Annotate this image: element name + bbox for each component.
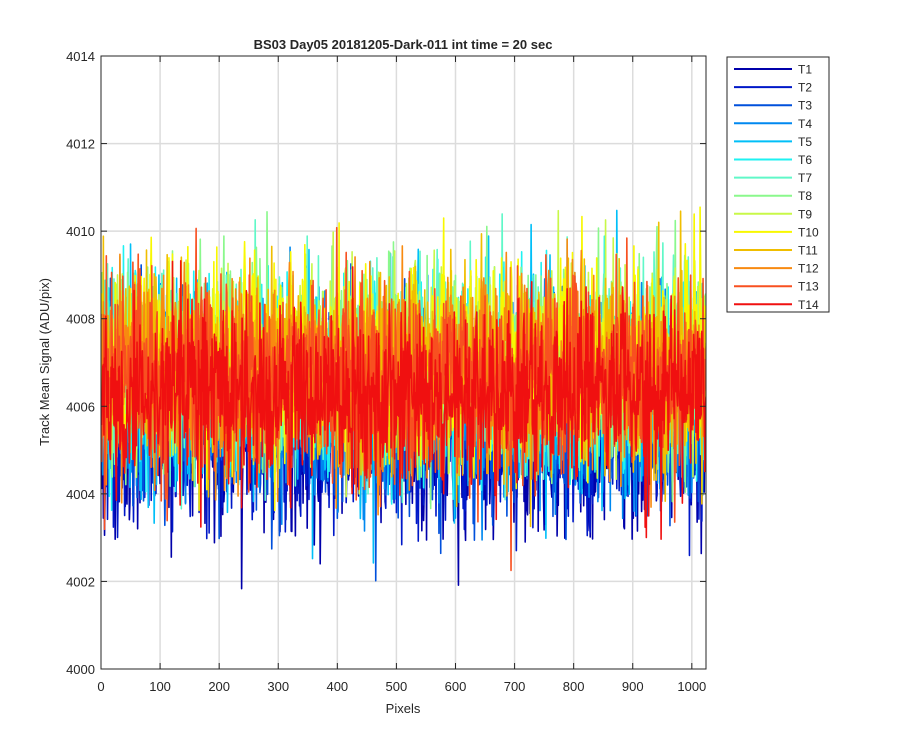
x-tick-label: 600 [445,679,467,694]
y-tick-label: 4010 [66,224,95,239]
legend: T1 T2 T3 T4 T5 T6 T7 T8 T9 T10 T11 T12 T13 T14 [726,56,830,313]
x-tick-label: 1000 [677,679,706,694]
y-tick-label: 4014 [66,49,95,64]
y-tick-label: 4008 [66,312,95,327]
legend-label-t11: T11 [798,244,818,258]
legend-label-t8: T8 [798,189,812,203]
y-tick-label: 4002 [66,574,95,589]
legend-label-t2: T2 [798,81,812,95]
legend-label-t9: T9 [798,207,812,221]
y-tick-label: 4012 [66,137,95,152]
legend-label-t12: T12 [798,262,819,276]
legend-label-t14: T14 [798,298,819,312]
legend-label-t13: T13 [798,280,819,294]
legend-box [726,56,830,313]
x-tick-label: 900 [622,679,644,694]
x-tick-label: 300 [267,679,289,694]
x-tick-label: 700 [504,679,526,694]
y-tick-label: 4006 [66,399,95,414]
y-tick-label: 4000 [66,662,95,677]
legend-label-t1: T1 [798,63,812,77]
x-tick-label: 800 [563,679,585,694]
x-tick-label: 0 [97,679,104,694]
legend-label-t10: T10 [798,225,819,239]
x-axis-label: Pixels [386,701,421,716]
x-tick-label: 500 [386,679,408,694]
legend-label-t4: T4 [798,117,812,131]
series-line-t14 [101,259,706,540]
y-tick-label: 4004 [66,487,95,502]
legend-label-t3: T3 [798,99,812,113]
y-axis: 4000 4002 4004 4006 4008 4010 4012 4014 [66,49,706,677]
legend-label-t5: T5 [798,135,812,149]
x-tick-label: 400 [326,679,348,694]
x-axis: 0 100 200 300 400 500 600 700 800 900 1000 [97,56,706,694]
y-axis-label: Track Mean Signal (ADU/pix) [37,278,52,446]
legend-label-t6: T6 [798,153,812,167]
x-tick-label: 200 [208,679,230,694]
x-tick-label: 100 [149,679,171,694]
series-layer [101,206,706,590]
legend-label-t7: T7 [798,171,812,185]
chart-title: BS03 Day05 20181205-Dark-011 int time = … [254,37,553,52]
axes-box [100,55,707,670]
